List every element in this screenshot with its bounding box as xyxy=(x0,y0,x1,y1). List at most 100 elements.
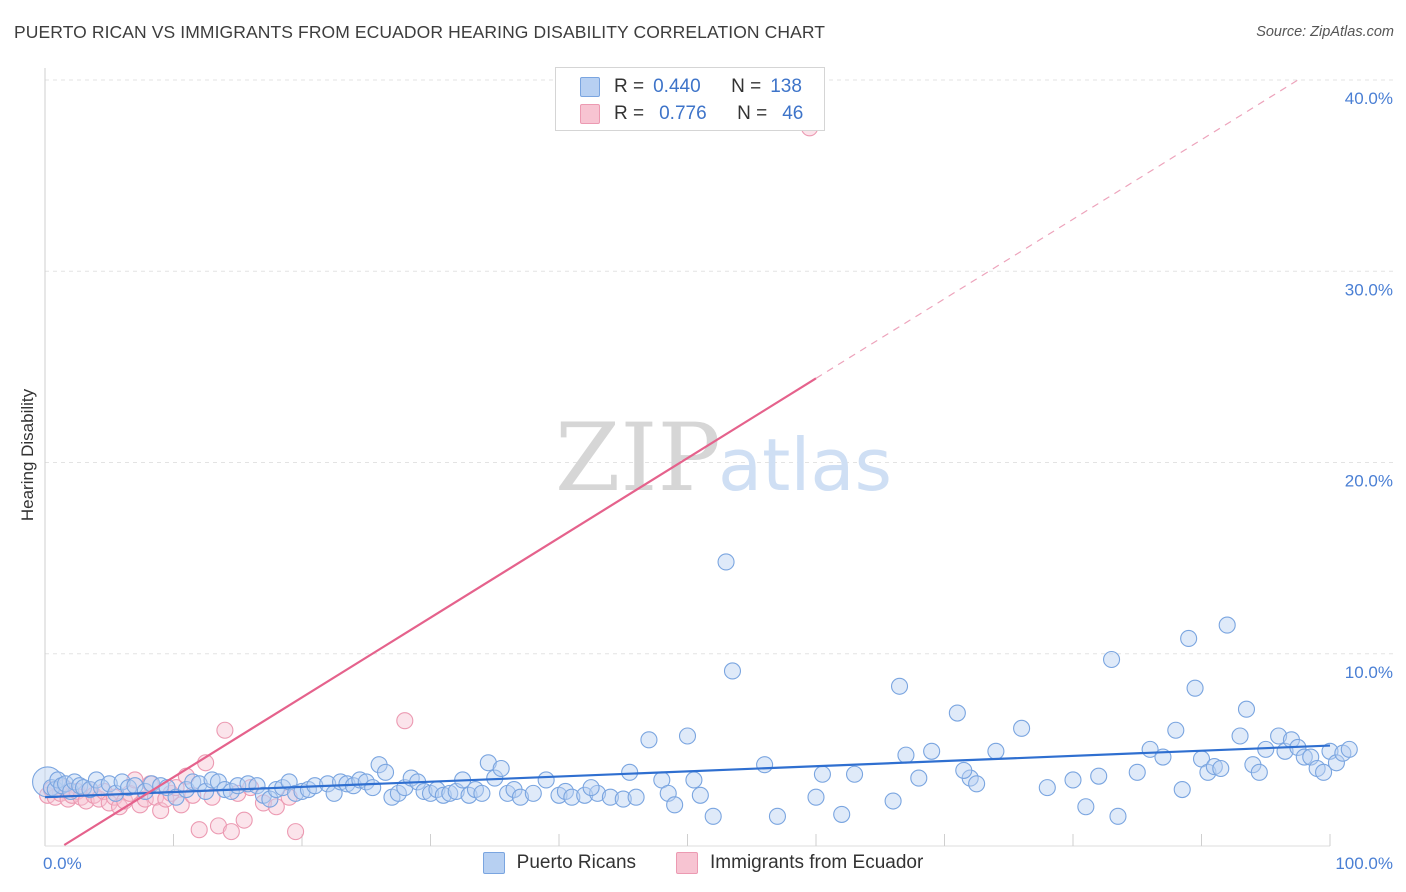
puerto-rican-point xyxy=(473,784,491,802)
puerto-rican-point xyxy=(601,788,619,806)
puerto-rican-trend-line xyxy=(44,744,1331,799)
puerto-rican-point xyxy=(113,773,131,791)
puerto-rican-point xyxy=(691,786,709,804)
puerto-rican-point xyxy=(537,771,555,789)
n-label: N = xyxy=(737,103,768,124)
puerto-rican-point xyxy=(1205,758,1223,776)
puerto-rican-point xyxy=(563,788,581,806)
ecuador-point xyxy=(190,821,208,839)
puerto-rican-point xyxy=(582,779,600,797)
puerto-rican-point xyxy=(1090,767,1108,785)
legend-swatch-blue xyxy=(580,77,600,97)
puerto-rican-point xyxy=(1064,771,1082,789)
legend-swatch-pink xyxy=(580,104,600,124)
r-label: R = xyxy=(614,103,645,124)
ecuador-point xyxy=(203,788,221,806)
chart-title: PUERTO RICAN VS IMMIGRANTS FROM ECUADOR … xyxy=(14,22,826,42)
puerto-rican-point xyxy=(1103,650,1121,669)
ecuador-point xyxy=(235,811,253,829)
puerto-rican-point xyxy=(923,742,941,760)
puerto-rican-point xyxy=(1013,719,1031,737)
puerto-rican-point xyxy=(1077,798,1095,816)
ecuador-trend-line xyxy=(63,377,817,846)
puerto-rican-point xyxy=(364,779,382,797)
y-axis-label: Hearing Disability xyxy=(18,388,37,521)
legend-item-puerto-ricans[interactable]: Puerto Ricans xyxy=(482,852,637,874)
r-label: R = xyxy=(614,76,645,97)
puerto-rican-point xyxy=(640,731,658,749)
puerto-rican-point xyxy=(1327,754,1345,772)
puerto-rican-point xyxy=(1173,780,1191,799)
y-tick-label: 20.0% xyxy=(1345,472,1393,491)
puerto-rican-point xyxy=(614,790,632,808)
y-tick-label: 40.0% xyxy=(1345,89,1393,108)
puerto-rican-point xyxy=(678,727,697,745)
puerto-rican-points xyxy=(32,553,1358,825)
puerto-rican-point xyxy=(287,784,305,802)
puerto-rican-point xyxy=(267,780,285,799)
puerto-rican-point xyxy=(588,784,607,802)
puerto-rican-point xyxy=(813,765,831,783)
puerto-rican-point xyxy=(434,786,452,804)
n-label: N = xyxy=(731,76,762,97)
stats-legend: R = 0.440 N = 138 R = 0.776 N = 46 xyxy=(555,67,825,131)
puerto-rican-point xyxy=(389,784,407,802)
legend-row-puerto-ricans: R = 0.440 N = 138 xyxy=(580,74,802,100)
legend-row-ecuador: R = 0.776 N = 46 xyxy=(580,101,803,127)
puerto-rican-point xyxy=(621,763,639,781)
n-value: 138 xyxy=(770,76,802,97)
x-tick-label: 100.0% xyxy=(1335,854,1393,873)
puerto-rican-point xyxy=(357,773,375,791)
legend-swatch-blue xyxy=(482,852,505,874)
puerto-rican-point xyxy=(685,771,703,789)
axes xyxy=(44,68,1331,847)
puerto-rican-point xyxy=(897,746,915,764)
puerto-rican-point xyxy=(100,775,118,793)
puerto-rican-point xyxy=(1038,779,1056,797)
tick-labels: 10.0% 20.0% 30.0% 40.0% 0.0% 100.0% xyxy=(43,89,1393,873)
watermark-atlas: atlas xyxy=(718,423,892,507)
trend-lines xyxy=(44,79,1331,846)
puerto-rican-point xyxy=(717,553,735,571)
puerto-rican-point xyxy=(1212,759,1230,778)
r-value: 0.440 xyxy=(653,76,701,97)
puerto-rican-point xyxy=(203,771,221,789)
legend-label: Puerto Ricans xyxy=(516,852,637,873)
r-value: 0.776 xyxy=(659,103,707,124)
puerto-rican-point xyxy=(1295,748,1313,766)
puerto-rican-point xyxy=(511,788,530,806)
legend-label: Immigrants from Ecuador xyxy=(710,852,924,873)
puerto-rican-point xyxy=(666,796,684,814)
puerto-rican-point xyxy=(222,782,240,801)
puerto-rican-point xyxy=(1218,616,1236,634)
puerto-rican-point xyxy=(1231,727,1249,745)
puerto-rican-point xyxy=(1109,807,1127,825)
puerto-rican-point xyxy=(1270,727,1288,745)
legend-item-ecuador[interactable]: Immigrants from Ecuador xyxy=(676,852,923,874)
puerto-rican-point xyxy=(987,742,1005,760)
puerto-rican-point xyxy=(1199,763,1217,781)
puerto-rican-point xyxy=(955,761,973,779)
y-tick-label: 10.0% xyxy=(1345,663,1393,682)
puerto-rican-point xyxy=(1250,763,1268,781)
puerto-rican-point xyxy=(723,662,742,680)
puerto-rican-point xyxy=(1340,740,1358,758)
y-tick-label: 30.0% xyxy=(1345,280,1393,299)
puerto-rican-point xyxy=(1315,763,1333,781)
ecuador-point xyxy=(287,823,305,841)
puerto-rican-point xyxy=(704,807,722,825)
puerto-rican-point xyxy=(415,782,433,801)
puerto-rican-point xyxy=(261,790,279,808)
puerto-rican-point xyxy=(441,784,459,802)
ecuador-point xyxy=(396,712,414,730)
puerto-rican-point xyxy=(845,765,864,783)
puerto-rican-point xyxy=(524,784,542,802)
puerto-rican-point xyxy=(756,756,774,774)
puerto-rican-point xyxy=(833,805,851,823)
puerto-rican-point xyxy=(556,782,574,801)
puerto-rican-point xyxy=(627,788,645,806)
puerto-rican-point xyxy=(376,763,395,781)
ecuador-point xyxy=(222,823,240,841)
puerto-rican-point xyxy=(1180,629,1198,648)
